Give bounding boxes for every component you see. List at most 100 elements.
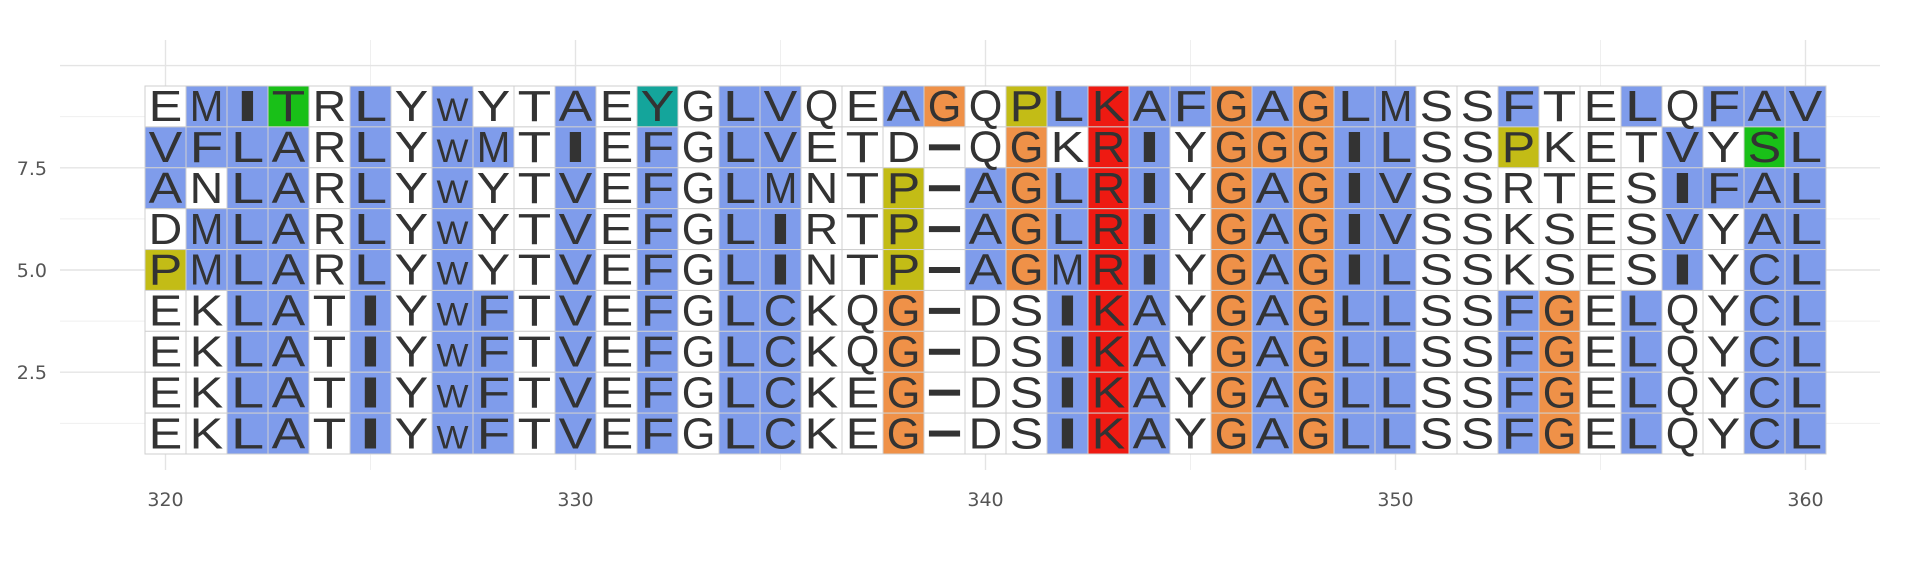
alignment-cell (841, 330, 884, 373)
residue-letter: L (1625, 368, 1659, 417)
alignment-cell (1784, 85, 1827, 128)
alignment-cell (636, 126, 679, 169)
residue-letter: S (1461, 205, 1495, 254)
residue-letter: A (1256, 409, 1290, 458)
residue-letter: I (1338, 205, 1372, 254)
alignment-cell (1456, 371, 1499, 414)
residue-letter: G (887, 368, 921, 417)
alignment-cell (1702, 126, 1745, 169)
residue-letter: Y (1174, 368, 1208, 417)
residue-letter: R (313, 164, 347, 213)
residue-letter: R (1092, 164, 1126, 213)
residue-letter: E (600, 123, 634, 172)
residue-letter: C (764, 327, 798, 376)
residue-letter: I (1338, 164, 1372, 213)
residue-letter: G (1297, 164, 1331, 213)
residue-letter: T (1625, 123, 1659, 172)
residue-letter: F (641, 287, 675, 336)
alignment-cell (1210, 371, 1253, 414)
alignment-cell (882, 208, 925, 251)
residue-letter: L (1338, 82, 1372, 131)
residue-letter: Y (1707, 409, 1741, 458)
alignment-cell (841, 412, 884, 455)
alignment-cell (1005, 167, 1048, 210)
residue-letter: A (1748, 82, 1782, 131)
residue-letter: Q (846, 327, 880, 376)
residue-letter: Y (1174, 287, 1208, 336)
alignment-cell (431, 289, 474, 332)
alignment-cell (595, 330, 638, 373)
alignment-cell (267, 289, 310, 332)
residue-letter: L (231, 246, 265, 295)
residue-letter: Y (1707, 205, 1741, 254)
alignment-cell (595, 208, 638, 251)
residue-letter: F (1502, 82, 1536, 131)
residue-letter: G (1256, 123, 1290, 172)
residue-letter: F (1707, 82, 1741, 131)
alignment-cell (1456, 167, 1499, 210)
residue-letter: S (1461, 246, 1495, 295)
alignment-cell (308, 412, 351, 455)
residue-letter: Q (1666, 368, 1700, 417)
residue-letter: L (1379, 409, 1413, 458)
residue-letter: I (1666, 246, 1700, 295)
residue-letter: A (969, 205, 1003, 254)
alignment-cell (1661, 330, 1704, 373)
residue-letter: E (1584, 164, 1618, 213)
residue-letter: V (1666, 205, 1700, 254)
residue-letter: K (805, 327, 839, 376)
residue-letter: G (1010, 164, 1044, 213)
alignment-cell (472, 249, 515, 291)
alignment-cell (1538, 249, 1581, 291)
alignment-cell (1169, 371, 1212, 414)
residue-letter: A (887, 82, 921, 131)
residue-letter: I (1133, 123, 1167, 172)
residue-letter: S (1461, 409, 1495, 458)
y-axis: 2.5 5.0 7.5 (17, 158, 47, 384)
residue-letter: G (682, 409, 716, 458)
residue-letter: W (437, 337, 470, 373)
residue-letter: A (1133, 287, 1167, 336)
residue-letter: T (518, 164, 552, 213)
residue-letter: I (1051, 287, 1085, 336)
residue-letter: T (518, 409, 552, 458)
alignment-cell (1661, 412, 1704, 455)
alignment-cell (1743, 249, 1786, 291)
residue-letter: A (1256, 164, 1290, 213)
y-tick-label: 5.0 (17, 260, 47, 282)
residue-letter: L (1051, 205, 1085, 254)
alignment-cell (1497, 371, 1540, 414)
residue-letter: I (1133, 164, 1167, 213)
residue-letter: G (1543, 409, 1577, 458)
residue-letter: R (1502, 164, 1536, 213)
residue-letter: F (641, 409, 675, 458)
residue-letter: E (600, 327, 634, 376)
residue-letter: S (1625, 246, 1659, 295)
residue-letter: C (1748, 409, 1782, 458)
residue-letter: D (969, 368, 1003, 417)
alignment-cell (185, 412, 228, 455)
residue-letter: F (641, 164, 675, 213)
residue-letter: K (1092, 368, 1126, 417)
alignment-cell (1743, 208, 1786, 251)
residue-letter: S (1748, 123, 1782, 172)
alignment-cell (1415, 208, 1458, 251)
residue-letter: N (190, 164, 224, 213)
residue-letter: Y (477, 164, 511, 213)
residue-letter: M (477, 123, 511, 172)
residue-letter: L (1379, 327, 1413, 376)
residue-letter: Q (1666, 327, 1700, 376)
residue-letter: E (600, 287, 634, 336)
alignment-cell (1415, 126, 1458, 169)
gap-mark (928, 185, 961, 192)
residue-letter: G (1297, 368, 1331, 417)
residue-letter: Y (1707, 123, 1741, 172)
alignment-cell (1333, 208, 1376, 251)
residue-letter: D (149, 205, 183, 254)
alignment-cell (1538, 208, 1581, 251)
residue-letter: Y (1174, 164, 1208, 213)
residue-letter: A (1256, 205, 1290, 254)
alignment-cell (185, 249, 228, 291)
residue-letter: A (969, 164, 1003, 213)
alignment-cell (759, 167, 802, 210)
